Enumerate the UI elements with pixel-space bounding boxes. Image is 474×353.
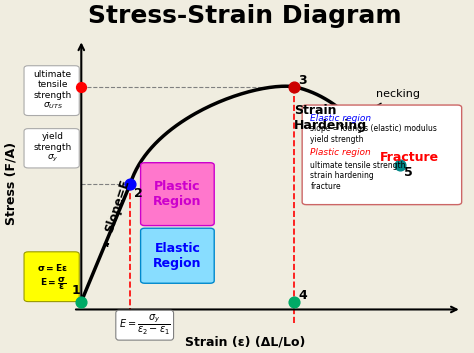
Text: ultimate tensile strength
strain hardening
fracture: ultimate tensile strength strain hardeni…	[310, 161, 406, 191]
X-axis label: Strain (ε) (ΔL/Lo): Strain (ε) (ΔL/Lo)	[185, 336, 305, 349]
Text: Fracture: Fracture	[380, 151, 439, 164]
Text: 5: 5	[404, 166, 413, 179]
Text: 3: 3	[298, 74, 307, 87]
Text: 2: 2	[135, 187, 143, 200]
Text: Strain
Hardening: Strain Hardening	[294, 104, 367, 132]
Text: $E = \dfrac{\sigma_y}{\varepsilon_2 - \varepsilon_1}$: $E = \dfrac{\sigma_y}{\varepsilon_2 - \v…	[118, 313, 171, 337]
FancyBboxPatch shape	[302, 105, 462, 205]
Point	[78, 299, 85, 304]
Title: Stress-Strain Diagram: Stress-Strain Diagram	[88, 4, 401, 28]
Point	[290, 299, 298, 304]
Point	[102, 241, 109, 247]
Text: Elastic
Region: Elastic Region	[153, 242, 201, 270]
FancyBboxPatch shape	[24, 66, 79, 115]
Text: Elastic region: Elastic region	[310, 114, 372, 122]
Text: 1: 1	[71, 284, 80, 297]
FancyBboxPatch shape	[24, 252, 79, 301]
Point	[78, 84, 85, 90]
Point	[127, 181, 134, 186]
Point	[397, 162, 404, 168]
Text: Plastic
Region: Plastic Region	[153, 180, 201, 208]
Y-axis label: Stress (F/A): Stress (F/A)	[4, 142, 17, 225]
Point	[290, 84, 298, 90]
FancyBboxPatch shape	[141, 163, 214, 226]
Text: ultimate
tensile
strength
$\sigma_{UTS}$: ultimate tensile strength $\sigma_{UTS}$	[34, 70, 72, 112]
Text: necking: necking	[367, 89, 420, 111]
Text: 4: 4	[298, 289, 307, 302]
Text: Plastic region: Plastic region	[310, 148, 371, 157]
FancyBboxPatch shape	[24, 128, 79, 168]
Text: Slope=E: Slope=E	[102, 178, 132, 234]
Text: yield
strength
$\sigma_{y}$: yield strength $\sigma_{y}$	[34, 132, 72, 164]
Text: slope =Young's (elastic) modulus
yield strength: slope =Young's (elastic) modulus yield s…	[310, 124, 437, 144]
Text: $\mathbf{\sigma = E\varepsilon}$
$\mathbf{E = \dfrac{\sigma}{\varepsilon}}$: $\mathbf{\sigma = E\varepsilon}$ $\mathb…	[37, 262, 68, 292]
FancyBboxPatch shape	[141, 228, 214, 283]
